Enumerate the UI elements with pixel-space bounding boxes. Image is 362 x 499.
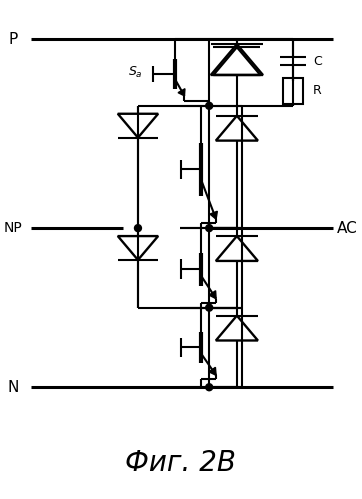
Text: NP: NP (4, 221, 23, 235)
Polygon shape (178, 89, 185, 96)
Polygon shape (209, 367, 216, 375)
Polygon shape (210, 211, 217, 219)
Circle shape (206, 225, 212, 232)
Text: R: R (313, 84, 322, 97)
Text: AC: AC (337, 221, 358, 236)
Circle shape (206, 304, 212, 311)
Bar (283, 78, 303, 104)
Circle shape (206, 384, 212, 391)
Text: $S_a$: $S_a$ (128, 64, 142, 79)
Text: P: P (9, 31, 18, 47)
Text: N: N (8, 380, 19, 395)
Text: Фиг. 2В: Фиг. 2В (125, 449, 236, 477)
Polygon shape (209, 291, 216, 299)
Circle shape (135, 225, 142, 232)
Circle shape (206, 102, 212, 109)
Text: C: C (313, 54, 322, 67)
